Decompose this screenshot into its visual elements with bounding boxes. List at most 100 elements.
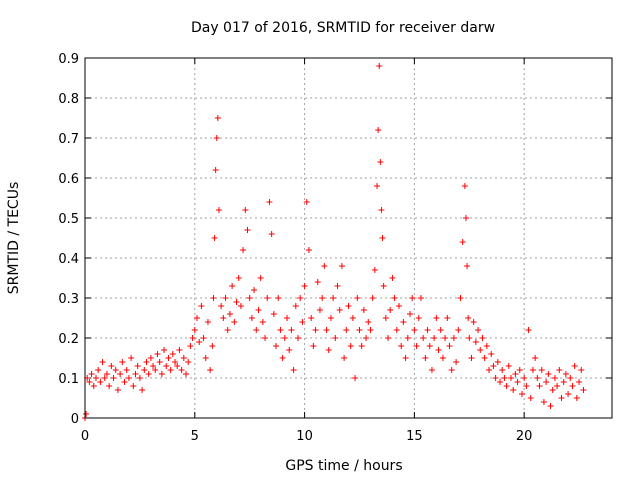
y-tick-label: 0.2 xyxy=(58,332,79,347)
data-point xyxy=(472,339,479,345)
data-point xyxy=(114,387,121,393)
data-point xyxy=(161,347,168,353)
data-point xyxy=(108,363,115,369)
data-point xyxy=(492,375,499,381)
data-point xyxy=(273,343,280,349)
x-tick-label: 10 xyxy=(296,429,313,444)
data-point xyxy=(453,359,460,365)
data-point xyxy=(284,315,291,321)
data-point xyxy=(479,335,486,341)
data-point xyxy=(518,391,525,397)
data-point xyxy=(409,295,416,301)
y-tick-label: 0.7 xyxy=(58,132,79,147)
data-point xyxy=(402,355,409,361)
data-point xyxy=(512,371,519,377)
data-point xyxy=(554,383,561,389)
data-point xyxy=(176,347,183,353)
data-point xyxy=(382,315,389,321)
data-point xyxy=(158,371,165,377)
data-point xyxy=(573,395,580,401)
data-point xyxy=(406,311,413,317)
data-point xyxy=(510,387,517,393)
data-point xyxy=(226,311,233,317)
y-tick-label: 0.8 xyxy=(58,92,79,107)
data-point xyxy=(97,379,104,385)
data-point xyxy=(156,359,163,365)
data-point xyxy=(571,363,578,369)
data-point xyxy=(275,295,282,301)
data-point xyxy=(477,347,484,353)
data-point xyxy=(360,307,367,313)
data-point xyxy=(292,303,299,309)
data-point xyxy=(330,295,337,301)
data-point xyxy=(88,371,95,377)
data-point xyxy=(235,275,242,281)
data-point xyxy=(145,371,152,377)
data-point xyxy=(349,315,356,321)
y-tick-label: 0.3 xyxy=(58,292,79,307)
data-point xyxy=(468,355,475,361)
data-point xyxy=(121,379,128,385)
y-tick-label: 0.9 xyxy=(58,52,79,67)
data-point xyxy=(305,247,312,253)
data-point xyxy=(253,327,260,333)
data-point xyxy=(233,299,240,305)
data-point xyxy=(428,367,435,373)
data-point xyxy=(354,295,361,301)
data-point xyxy=(481,355,488,361)
data-point xyxy=(499,367,506,373)
data-point xyxy=(259,319,266,325)
data-point xyxy=(426,343,433,349)
data-point xyxy=(424,327,431,333)
data-point xyxy=(288,327,295,333)
data-point xyxy=(516,367,523,373)
data-point xyxy=(99,359,106,365)
data-point xyxy=(266,199,273,205)
data-point xyxy=(106,383,113,389)
data-point xyxy=(475,327,482,333)
data-point xyxy=(450,335,457,341)
data-point xyxy=(413,343,420,349)
data-point xyxy=(562,371,569,377)
data-point xyxy=(343,327,350,333)
data-point xyxy=(461,183,468,189)
data-point xyxy=(183,371,190,377)
data-point xyxy=(180,355,187,361)
data-point xyxy=(455,327,462,333)
data-point xyxy=(314,279,321,285)
data-point xyxy=(420,335,427,341)
data-point xyxy=(178,367,185,373)
data-point xyxy=(110,375,117,381)
data-point xyxy=(374,183,381,189)
data-point xyxy=(139,387,146,393)
data-point xyxy=(268,231,275,237)
data-point xyxy=(112,367,119,373)
data-point xyxy=(540,399,547,405)
data-point xyxy=(411,327,418,333)
x-tick-label: 0 xyxy=(81,429,89,444)
y-tick-label: 0.4 xyxy=(58,252,79,267)
data-point xyxy=(347,343,354,349)
data-point xyxy=(211,235,218,241)
data-point xyxy=(185,359,192,365)
data-point xyxy=(391,295,398,301)
data-point xyxy=(83,411,90,417)
data-point xyxy=(336,307,343,313)
data-point xyxy=(431,335,438,341)
data-point xyxy=(470,319,477,325)
data-point xyxy=(220,315,227,321)
data-point xyxy=(415,315,422,321)
data-point xyxy=(210,295,217,301)
data-point xyxy=(558,395,565,401)
data-point xyxy=(334,283,341,289)
data-point xyxy=(242,207,249,213)
data-point xyxy=(119,359,126,365)
data-point xyxy=(332,335,339,341)
data-point xyxy=(167,367,174,373)
data-point xyxy=(514,379,521,385)
data-point xyxy=(204,319,211,325)
data-point xyxy=(213,135,220,141)
data-point xyxy=(560,379,567,385)
data-point xyxy=(525,327,532,333)
data-point xyxy=(462,215,469,221)
